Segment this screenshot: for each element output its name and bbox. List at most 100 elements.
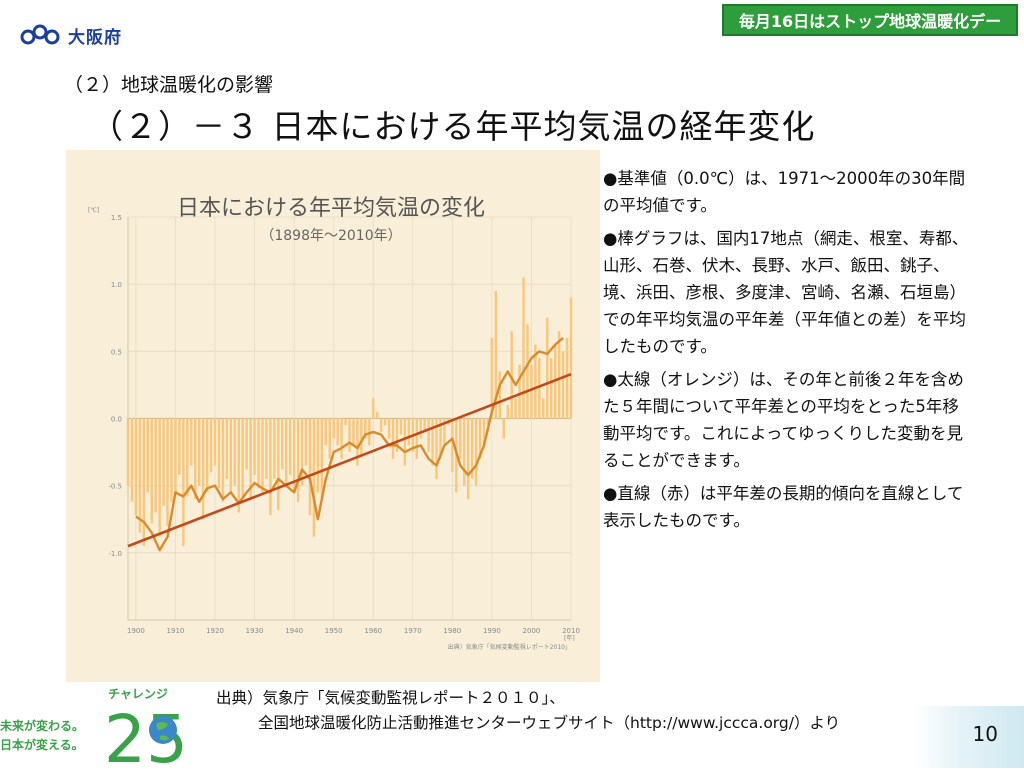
y-tick-label: 1.5 [111, 214, 122, 222]
temperature-bar [328, 418, 331, 459]
temperature-bar [530, 364, 533, 419]
temperature-bar [514, 398, 517, 419]
chart-subtitle: （1898年～2010年） [260, 228, 401, 244]
source-line-2: 全国地球温暖化防止活動推進センターウェブサイト（http://www.jccca… [258, 714, 841, 732]
temperature-bar [126, 418, 130, 486]
temperature-bar [522, 277, 525, 419]
lines-group [127, 336, 572, 552]
challenge-label: チャレンジ [108, 687, 168, 701]
logo-text: 大阪府 [68, 27, 122, 48]
temperature-bar [546, 317, 549, 419]
temperature-bar [288, 418, 292, 475]
temperature-bar [324, 418, 327, 446]
temperature-bar [474, 418, 478, 486]
x-tick-label: 1910 [167, 627, 185, 635]
temperature-bar [174, 418, 177, 493]
temperature-bar [502, 418, 505, 439]
temperature-bar [190, 418, 193, 466]
temperature-bar [217, 418, 221, 489]
temperature-bar [292, 418, 296, 493]
temperature-bar [245, 418, 248, 470]
temperature-bar [561, 351, 565, 419]
temperature-bar [312, 418, 316, 537]
description-panel: ●基準値（0.0℃）は、1971～2000年の30年間の平均値です。 ●棒グラフ… [603, 165, 975, 540]
description-item: ●太線（オレンジ）は、その年と前後２年を含めた５年間について平年差との平均をとっ… [603, 370, 964, 470]
chart-credit: 出典）気象庁「気候変動監視レポート2010」 [448, 643, 571, 651]
temperature-bar [142, 418, 146, 547]
x-unit-label: [年] [564, 634, 575, 642]
temperature-bar [387, 418, 391, 439]
challenge-slogan-2: 日本が変える。 [0, 737, 84, 752]
temperature-bar [364, 418, 367, 439]
temperature-bar [178, 418, 181, 475]
temperature-bar [158, 418, 161, 537]
temperature-bar [565, 337, 569, 419]
challenge-slogan-1: 未来が変わる。 [0, 718, 84, 733]
osaka-emblem-icon [20, 24, 60, 45]
page-number-background [914, 706, 1024, 768]
temperature-bar [538, 358, 541, 419]
temperature-bar [348, 418, 351, 453]
description-item: ●基準値（0.0℃）は、1971～2000年の30年間の平均値です。 [603, 169, 966, 215]
temperature-bar [379, 418, 383, 432]
x-tick-label: 2000 [523, 627, 541, 635]
source-citation: 出典）気象庁「気候変動監視レポート２０１０」、 全国地球温暖化防止活動推進センタ… [216, 686, 840, 736]
temperature-bar [300, 418, 304, 486]
temperature-bar [201, 418, 205, 520]
temperature-bar [182, 418, 185, 547]
temperature-bar [542, 398, 545, 419]
x-tick-label: 1930 [246, 627, 264, 635]
temperature-bar [344, 418, 347, 426]
ticks-group: 1.5 1.0 0.5 0.0 -0.5 -1.0 1900 1910 1920 1930 1940… [108, 214, 580, 635]
temperature-bar [550, 358, 553, 419]
y-tick-label: -0.5 [108, 483, 122, 491]
temperature-bar [431, 418, 434, 466]
page-number: 10 [972, 722, 998, 746]
stop-warming-day-banner: 毎月16日はストップ地球温暖化デー [722, 4, 1018, 36]
trend-line [127, 372, 572, 548]
temperature-bar [403, 418, 407, 466]
temperature-bar [360, 418, 363, 457]
temperature-bar [265, 418, 268, 479]
temperature-bar [423, 418, 426, 432]
temperature-bar [375, 411, 379, 419]
temperature-bar [470, 418, 474, 479]
challenge25-mark: チャレンジ 25 未来が変わる。 日本が変える。 [0, 687, 188, 772]
source-line-1: 出典）気象庁「気候変動監視レポート２０１０」、 [216, 689, 565, 707]
temperature-bar [368, 418, 371, 446]
x-tick-label: 1960 [364, 627, 382, 635]
temperature-bar [229, 418, 233, 493]
temperature-bar [332, 418, 335, 439]
temperature-bar [284, 418, 288, 486]
moving-average-line [135, 336, 564, 552]
temperature-chart: 日本における年平均気温の変化 （1898年～2010年） [℃] [年] 1.5… [66, 150, 600, 682]
osaka-logo: 大阪府 [20, 22, 122, 48]
y-tick-label: 1.0 [111, 281, 122, 289]
temperature-bar [518, 364, 521, 419]
globe-icon [149, 716, 177, 744]
temperature-bar [443, 418, 446, 446]
x-tick-label: 1990 [483, 627, 501, 635]
temperature-bar [170, 418, 173, 502]
temperature-bar [336, 418, 339, 446]
temperature-bar [356, 418, 359, 466]
temperature-bar [320, 418, 324, 500]
temperature-bar [482, 418, 486, 446]
temperature-bar [466, 418, 470, 500]
temperature-bar [557, 331, 561, 419]
temperature-bar [435, 418, 438, 479]
temperature-bar [506, 405, 509, 419]
temperature-bar [249, 418, 252, 500]
temperature-bar [237, 418, 240, 513]
temperature-bar [213, 418, 217, 466]
x-tick-label: 1970 [404, 627, 422, 635]
x-tick-label: 1900 [127, 627, 145, 635]
temperature-bar [526, 324, 529, 419]
slide-title: （２）－３ 日本における年平均気温の経年変化 [90, 107, 816, 146]
temperature-bar [205, 418, 209, 493]
temperature-bar [261, 418, 264, 493]
temperature-bar [154, 418, 157, 513]
temperature-bar [194, 418, 197, 500]
temperature-bar [269, 418, 272, 516]
y-tick-label: 0.5 [111, 348, 122, 356]
